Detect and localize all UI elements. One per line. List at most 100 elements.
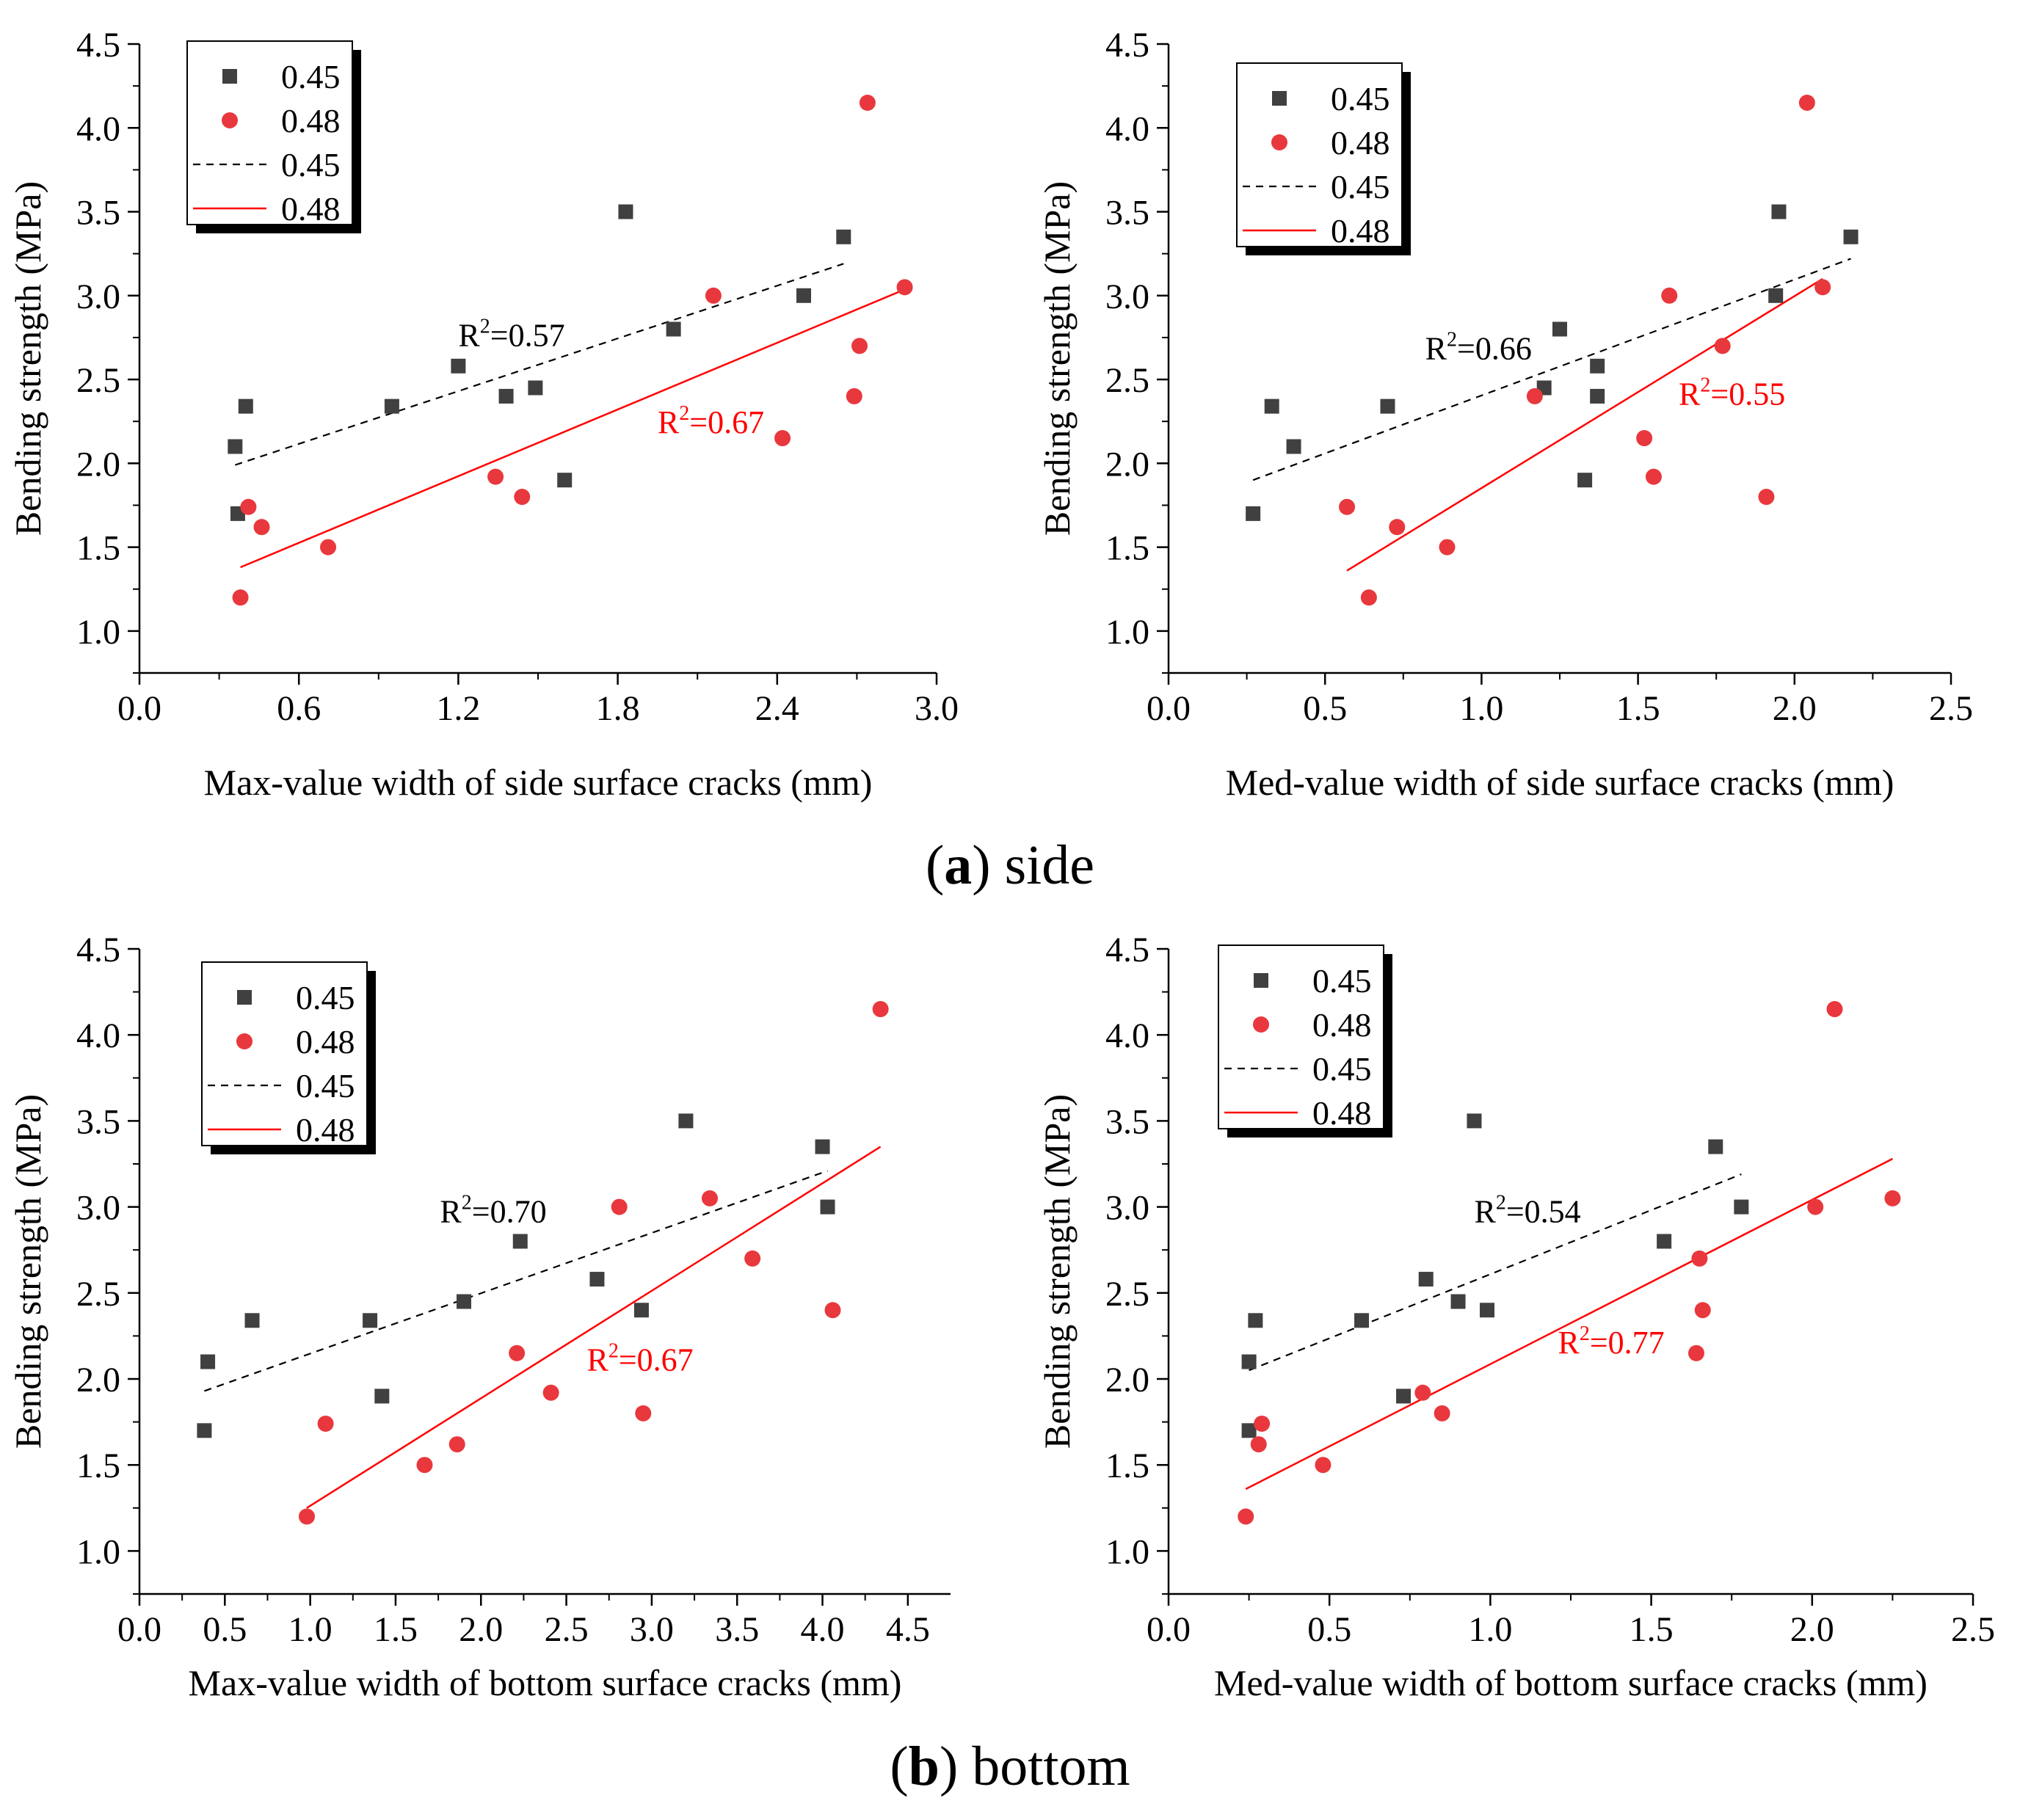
point-048 xyxy=(1250,1436,1267,1453)
point-048 xyxy=(1661,287,1678,304)
y-tick-label: 2.0 xyxy=(76,1361,120,1399)
x-tick-label: 3.0 xyxy=(915,689,959,728)
point-045 xyxy=(1450,1294,1466,1309)
y-tick-label: 1.5 xyxy=(76,1446,120,1485)
x-tick-label: 1.0 xyxy=(1459,689,1503,728)
point-045 xyxy=(836,229,851,244)
x-axis-title: Med-value width of bottom surface cracks… xyxy=(1214,1662,1928,1703)
chart-side-max: 1.0 1.5 2.0 2.5 3.0 3.5 4.0 4.5 0.0 0.6 1.2 1.8 2.4 3… xyxy=(7,26,959,803)
point-048 xyxy=(1238,1508,1254,1525)
point-045 xyxy=(820,1199,835,1215)
point-045 xyxy=(1246,506,1261,521)
x-axis-title: Max-value width of bottom surface cracks… xyxy=(189,1662,902,1703)
x-tick-label: 2.5 xyxy=(1951,1610,1995,1649)
point-048 xyxy=(896,279,913,296)
point-045 xyxy=(1380,398,1395,414)
point-048 xyxy=(240,498,257,515)
x-tick-label: 3.0 xyxy=(630,1610,674,1649)
legend-label: 0.45 xyxy=(296,1067,355,1104)
legend: 0.45 0.48 0.45 0.48 xyxy=(186,40,361,233)
point-048 xyxy=(824,1302,841,1319)
x-tick-label: 2.4 xyxy=(755,689,799,728)
point-048 xyxy=(1315,1457,1331,1474)
point-048 xyxy=(298,1508,315,1525)
point-045 xyxy=(457,1294,471,1309)
point-048 xyxy=(1339,498,1356,515)
point-048 xyxy=(1645,468,1662,485)
point-045 xyxy=(1734,1199,1749,1215)
point-045 xyxy=(589,1272,605,1287)
point-045 xyxy=(1248,1313,1263,1328)
point-048 xyxy=(1807,1198,1824,1215)
y-tick-label: 4.5 xyxy=(1105,931,1149,969)
point-048 xyxy=(509,1344,526,1361)
legend-label: 0.48 xyxy=(1312,1094,1372,1132)
caption-bottom: (b) bottom xyxy=(890,1736,1130,1797)
point-048 xyxy=(1414,1384,1431,1401)
point-045 xyxy=(512,1234,528,1249)
point-045 xyxy=(197,1423,212,1438)
point-045 xyxy=(1771,204,1787,219)
point-048 xyxy=(1714,338,1731,354)
legend-marker-048 xyxy=(1253,1016,1269,1033)
point-048 xyxy=(1884,1190,1901,1206)
point-045 xyxy=(528,380,543,396)
y-axis-title: Bending strength (MPa) xyxy=(7,1094,48,1449)
point-045 xyxy=(1590,358,1605,374)
point-048 xyxy=(1694,1302,1711,1319)
x-axis-title: Med-value width of side surface cracks (… xyxy=(1226,762,1894,803)
fit-line-048 xyxy=(306,1146,882,1509)
x-tick-label: 0.5 xyxy=(1303,689,1347,728)
point-045 xyxy=(666,321,681,337)
point-048 xyxy=(846,387,862,404)
r-squared-045: R2=0.70 xyxy=(440,1192,546,1230)
legend-box xyxy=(1218,944,1384,1129)
x-tick-label: 0.0 xyxy=(1147,1610,1191,1649)
y-tick-label: 2.5 xyxy=(1105,1275,1149,1314)
point-048 xyxy=(1254,1415,1271,1432)
legend-box xyxy=(186,40,353,225)
y-tick-label: 4.0 xyxy=(76,1016,120,1055)
point-045 xyxy=(244,1313,260,1328)
x-tick-label: 0.0 xyxy=(1147,689,1191,728)
legend: 0.45 0.48 0.45 0.48 xyxy=(1218,944,1392,1138)
fit-line-048 xyxy=(1346,277,1823,572)
x-tick-label: 0.5 xyxy=(1307,1610,1351,1649)
legend-box xyxy=(201,961,368,1146)
point-048 xyxy=(1758,489,1775,506)
legend-marker-045 xyxy=(1272,91,1287,106)
point-045 xyxy=(1354,1313,1370,1328)
point-045 xyxy=(618,204,633,219)
y-tick-label: 3.5 xyxy=(1105,1102,1149,1141)
r-squared-045: R2=0.54 xyxy=(1474,1192,1580,1230)
x-tick-label: 1.2 xyxy=(436,689,480,728)
point-045 xyxy=(451,358,466,374)
point-048 xyxy=(701,1190,718,1206)
y-tick-label: 1.0 xyxy=(1105,613,1149,652)
point-048 xyxy=(253,519,270,536)
point-048 xyxy=(635,1405,652,1422)
r-squared-048: R2=0.67 xyxy=(658,402,764,440)
point-045 xyxy=(1480,1303,1495,1318)
point-048 xyxy=(1691,1250,1708,1267)
point-048 xyxy=(232,589,249,606)
fit-line-045 xyxy=(1252,258,1851,481)
fit-line-045 xyxy=(204,1170,828,1392)
y-tick-label: 4.5 xyxy=(1105,26,1149,65)
y-tick-label: 2.0 xyxy=(76,445,120,484)
y-tick-label: 3.0 xyxy=(1105,1189,1149,1228)
legend-label: 0.48 xyxy=(296,1023,355,1060)
y-axis-title: Bending strength (MPa) xyxy=(7,181,48,536)
point-048 xyxy=(320,539,337,556)
x-tick-label: 0.6 xyxy=(277,689,321,728)
legend-marker-048 xyxy=(1271,134,1287,150)
x-tick-label: 0.0 xyxy=(117,689,161,728)
y-tick-label: 4.0 xyxy=(76,109,120,148)
point-048 xyxy=(705,287,722,304)
point-045 xyxy=(633,1303,649,1318)
legend-label: 0.45 xyxy=(1331,80,1390,117)
caption-side: (a) side xyxy=(926,834,1094,896)
point-045 xyxy=(1264,398,1279,414)
y-tick-label: 1.5 xyxy=(1105,1446,1149,1485)
point-048 xyxy=(1687,1344,1704,1361)
